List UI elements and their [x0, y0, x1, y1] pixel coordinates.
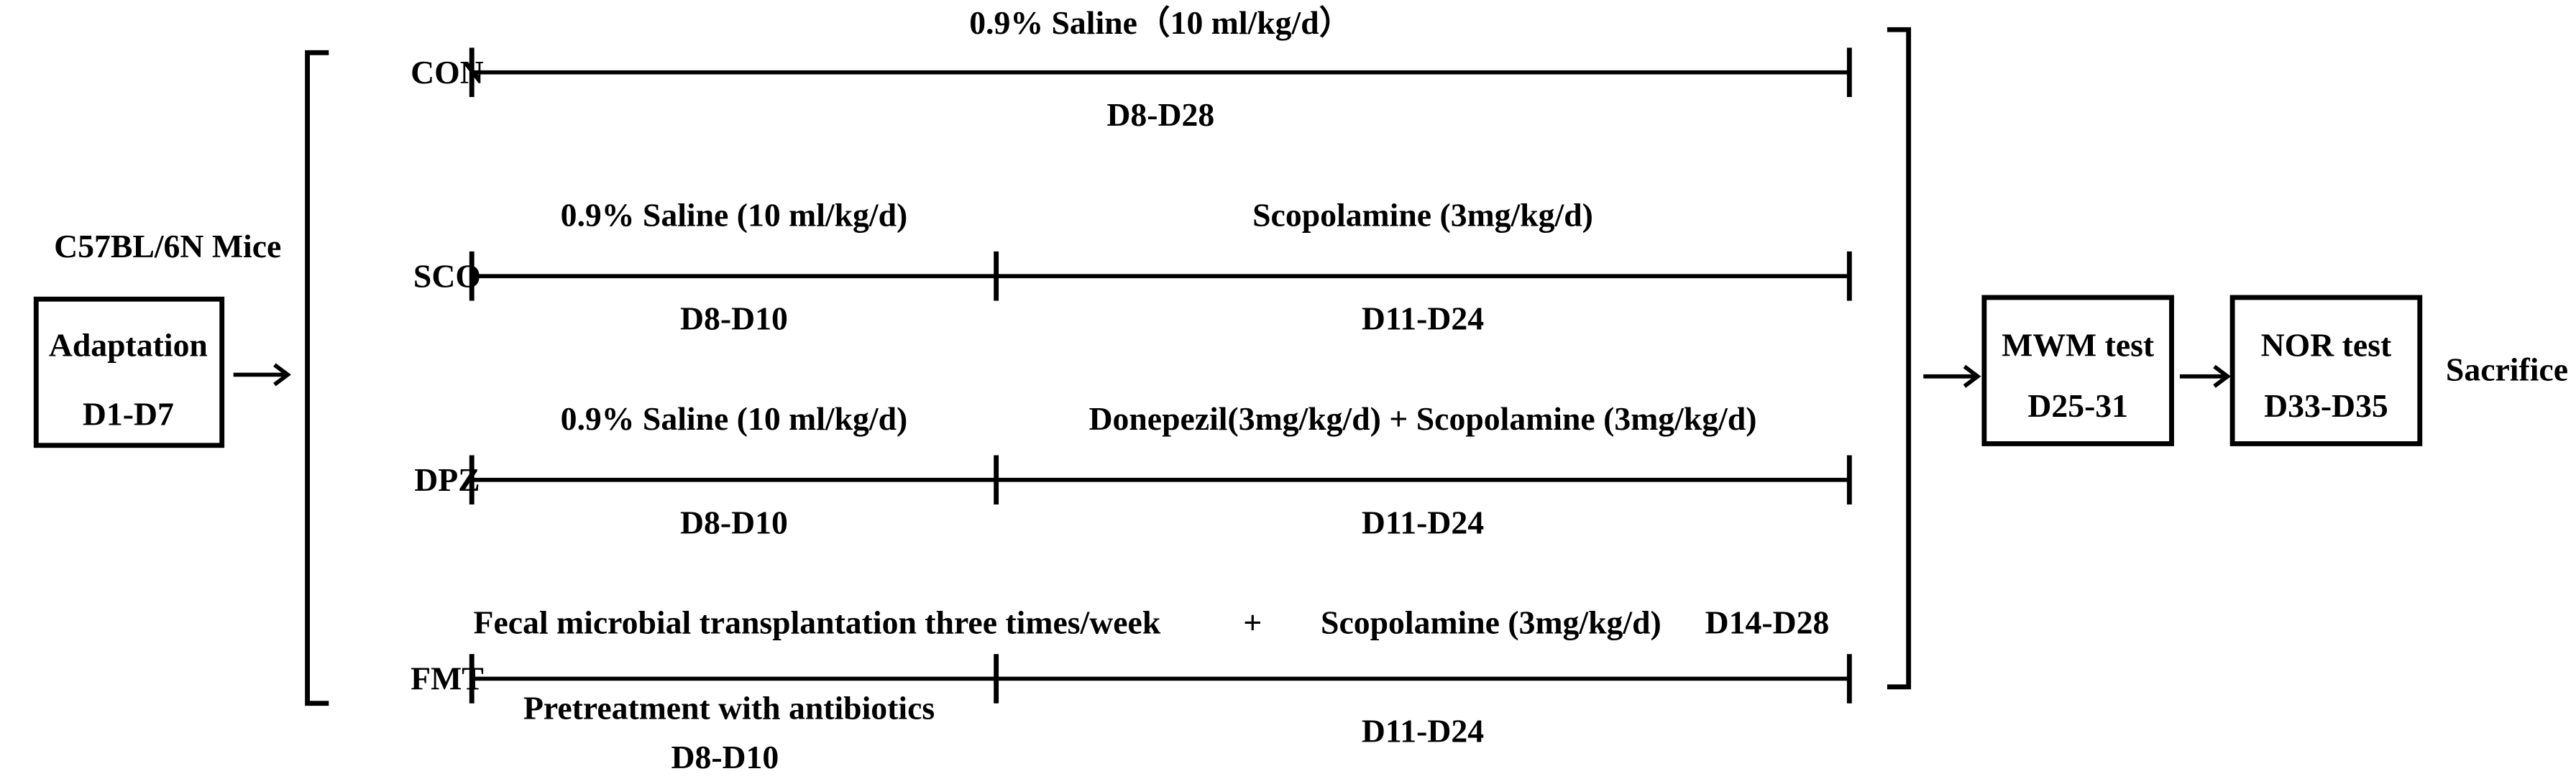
treatment-label: Fecal microbial transplantation three ti… — [474, 604, 1161, 641]
test-days: D25-31 — [2027, 387, 2128, 424]
test-days: D33-D35 — [2264, 387, 2388, 424]
segment-label: 0.9% Saline (10 ml/kg/d) — [561, 197, 908, 234]
adaptation-label: Adaptation — [49, 326, 208, 363]
segment-days: D11-D24 — [1362, 504, 1484, 540]
group-name: DPZ — [414, 461, 480, 498]
test-label: MWM test — [2002, 326, 2155, 363]
treatment-label: D14-D28 — [1705, 604, 1830, 641]
right-bracket — [1887, 27, 1912, 690]
arrow-head — [273, 363, 291, 387]
test-box — [2229, 295, 2423, 446]
segment-label: Donepezil(3mg/kg/d) + Scopolamine (3mg/k… — [1088, 400, 1756, 437]
adaptation-days: D1-D7 — [83, 395, 174, 432]
segment-label: Scopolamine (3mg/kg/d) — [1252, 197, 1593, 234]
treatment-label: + — [1243, 604, 1262, 641]
end-label: Sacrifice — [2446, 351, 2568, 388]
adaptation-box — [33, 296, 225, 448]
test-box — [1981, 295, 2174, 446]
segment-days: D8-D10 — [671, 739, 779, 775]
segment-days: D8-D10 — [680, 504, 788, 540]
segment-label: 0.9% Saline (10 ml/kg/d) — [561, 400, 908, 437]
segment-label: 0.9% Saline（10 ml/kg/d） — [969, 4, 1352, 41]
arrow-head — [2213, 364, 2232, 388]
segment-days: D11-D24 — [1362, 300, 1484, 337]
treatment-label: Scopolamine (3mg/kg/d) — [1321, 604, 1661, 641]
segment-label: Pretreatment with antibiotics — [523, 690, 935, 727]
arrow-head — [1963, 364, 1981, 388]
subject: C57BL/6N Mice — [54, 228, 281, 264]
segment-days: D11-D24 — [1362, 713, 1484, 750]
segment-days: D8-D10 — [680, 300, 788, 337]
left-bracket — [305, 50, 329, 706]
test-label: NOR test — [2261, 326, 2392, 363]
segment-days: D8-D28 — [1106, 96, 1214, 133]
